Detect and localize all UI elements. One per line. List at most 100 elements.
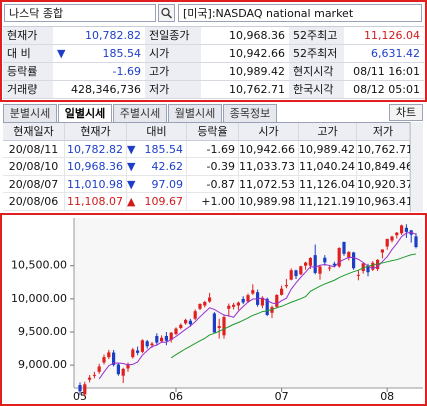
daily-table: 현재일자 현재가 대비 등락율 시가 고가 저가 20/08/11 10,782.82 ▼ 185.…: [3, 122, 413, 211]
candle-body: [380, 249, 384, 253]
candle-body: [289, 270, 293, 280]
quote-label: 전일종가: [145, 27, 201, 45]
candle-body: [395, 232, 399, 236]
candle-body: [174, 328, 178, 334]
tab[interactable]: 분별시세: [3, 104, 57, 122]
tab[interactable]: 주별시세: [113, 104, 167, 122]
candle-body: [390, 236, 394, 241]
value-cell: 10,989.42: [299, 140, 357, 158]
change-value: 42.62: [151, 160, 184, 173]
close-value: 11,010.98: [67, 177, 123, 191]
quote-number: 08/12 05:01: [353, 83, 420, 96]
tab[interactable]: 종목정보: [223, 104, 277, 122]
cell-value: -1.69: [206, 142, 235, 156]
candle-body: [184, 319, 188, 324]
candle-body: [299, 266, 303, 275]
close-cell: 10,782.82: [65, 140, 127, 158]
candle-body: [136, 350, 140, 353]
quote-grid: 현재가 10,782.82 전일종가 10,968.36 52주최고 11,126.04 대…: [3, 26, 424, 99]
change-arrow: ▼: [127, 160, 136, 173]
change-cell: ▼ 97.09: [127, 175, 187, 193]
change-arrow: ▲: [127, 195, 136, 208]
column-header: 대비: [127, 123, 187, 141]
tab[interactable]: 일별시세: [58, 104, 112, 122]
y-tick-label: 9,500.00: [18, 325, 67, 338]
candle-body: [270, 307, 274, 313]
cell-value: +1.00: [201, 195, 235, 208]
cell-value: 10,989.42: [299, 142, 355, 156]
moving-average: [170, 253, 417, 359]
quote-label: 고가: [145, 63, 201, 81]
date-cell: 20/08/06: [3, 193, 65, 211]
change-arrow: ▼: [127, 177, 136, 191]
quote-value: 6,631.42: [344, 45, 424, 63]
tab-bar: 분별시세 일별시세 주별시세 월별시세 종목정보: [3, 104, 278, 122]
candle-body: [356, 274, 360, 276]
market-field[interactable]: [미국]:NASDAQ national market: [178, 4, 422, 22]
x-tick-label: 06: [169, 390, 183, 403]
candle-body: [400, 225, 404, 234]
candle-body: [313, 255, 317, 273]
cell-value: 11,072.53: [239, 177, 295, 191]
cell-value: 11,033.73: [239, 160, 295, 173]
candle-body: [304, 262, 308, 266]
quote-label: 시가: [145, 45, 201, 63]
candle-body: [227, 305, 231, 309]
search-input[interactable]: 나스닥 종합: [4, 4, 156, 22]
change-cell: ▼ 42.62: [127, 158, 187, 176]
cell-value: 10,942.66: [239, 142, 295, 156]
candle-body: [342, 241, 346, 254]
quote-label: 대 비: [3, 45, 53, 63]
quote-label: 저가: [145, 81, 201, 99]
candle-body: [352, 252, 356, 269]
search-button[interactable]: [158, 4, 175, 22]
candle-body: [404, 227, 408, 232]
candle-body: [203, 301, 207, 306]
quote-number: 08/11 16:01: [353, 65, 420, 78]
candle-body: [83, 384, 87, 395]
scrollbar[interactable]: [410, 122, 423, 212]
candle-body: [376, 259, 380, 270]
candle-body: [150, 343, 154, 346]
candle-body: [246, 295, 250, 302]
value-cell: 10,849.46: [357, 158, 413, 176]
column-header: 시가: [239, 123, 299, 141]
column-header: 등락율: [187, 123, 239, 141]
candle-body: [361, 263, 365, 272]
value-cell: -0.39: [187, 158, 239, 176]
candle-body: [308, 257, 312, 266]
close-cell: 11,108.07: [65, 193, 127, 211]
quote-label: 현지시각: [289, 63, 344, 81]
tab[interactable]: 월별시세: [168, 104, 222, 122]
close-cell: 10,968.36: [65, 158, 127, 176]
candle-body: [78, 385, 82, 392]
quote-number: 185.54: [102, 47, 142, 60]
candle-body: [337, 248, 341, 267]
candle-body: [222, 317, 226, 336]
candle-body: [236, 302, 240, 306]
x-tick-label: 07: [275, 390, 289, 403]
candle-body: [318, 266, 322, 274]
column-header: 고가: [299, 123, 357, 141]
candle-body: [212, 313, 216, 333]
value-cell: 11,126.04: [299, 175, 357, 193]
candle-body: [232, 304, 236, 307]
quote-number: 428,346,736: [71, 83, 141, 96]
date-cell: 20/08/07: [3, 175, 65, 193]
candle-body: [155, 335, 159, 343]
x-tick-label: 08: [380, 390, 394, 403]
quote-number: 10,782.82: [85, 29, 141, 42]
candle-body: [294, 270, 298, 277]
column-header: 현재일자: [3, 123, 65, 141]
candle-body: [102, 357, 106, 363]
chart-button[interactable]: 차트: [389, 104, 423, 121]
cell-value: -0.87: [206, 177, 235, 191]
candle-body: [284, 285, 288, 287]
candle-body: [385, 239, 389, 247]
quote-value: 10,782.82: [53, 27, 145, 45]
cell-value: 11,040.24: [299, 160, 355, 173]
cell-value: 10,989.98: [239, 195, 295, 208]
value-cell: 10,942.66: [239, 140, 299, 158]
close-value: 11,108.07: [67, 195, 123, 208]
candle-body: [169, 332, 173, 340]
